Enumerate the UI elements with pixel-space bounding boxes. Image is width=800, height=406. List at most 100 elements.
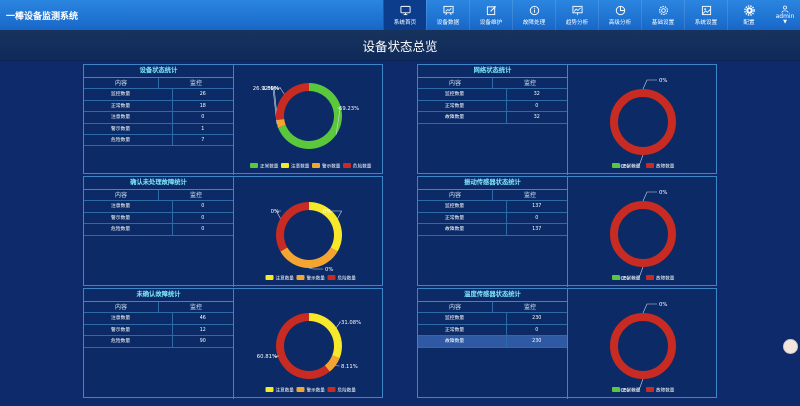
donut-slice[interactable] (276, 119, 286, 128)
legend-swatch[interactable] (646, 275, 654, 280)
nav-item-home[interactable]: 系统首页 (383, 0, 426, 30)
user-icon (781, 5, 789, 13)
col-header-monitor: 监控 (189, 304, 202, 311)
panel-title: 未确认故障统计 (84, 289, 233, 302)
table-row-highlighted: 故障数量 230 (418, 336, 567, 348)
chart-board-icon (442, 5, 454, 15)
legend-label[interactable]: 危险数量 (338, 274, 357, 281)
legend-label[interactable]: 故障数量 (656, 274, 675, 281)
row-value: 32 (533, 115, 540, 121)
nav-item-maintenance[interactable]: 设备维护 (469, 0, 512, 30)
slice-label: 100% (614, 276, 629, 282)
nav-item-trend[interactable]: 趋势分析 (555, 0, 598, 30)
legend-label[interactable]: 注意数量 (276, 274, 295, 281)
row-value: 18 (199, 103, 206, 109)
donut-slice[interactable] (610, 313, 676, 379)
table-row: 危险数量 0 (84, 224, 233, 236)
legend-label[interactable]: 正常数量 (260, 162, 279, 169)
row-label: 监控数量 (418, 201, 507, 212)
legend-label[interactable]: 正常数量 (622, 274, 641, 281)
table-row: 警示数量 12 (84, 324, 233, 337)
donut-chart: 0% 100% 正常数量 故障数量 (568, 289, 718, 399)
label-leader-line (642, 303, 657, 314)
legend-swatch[interactable] (612, 163, 620, 168)
legend-label[interactable]: 注意数量 (276, 386, 295, 393)
nav-item-config[interactable]: 配置 (727, 0, 770, 30)
row-label: 监控数量 (84, 89, 173, 100)
row-value: 137 (532, 227, 542, 233)
chat-avatar-button[interactable] (783, 339, 798, 354)
legend-swatch[interactable] (265, 387, 274, 392)
col-header-content: 内容 (418, 78, 493, 89)
legend-label[interactable]: 正常数量 (622, 386, 641, 393)
donut-chart: 69.23% 0% 3.85% 26.92% 正常数量 注意数量 警示数量 危险数量 (234, 65, 384, 175)
table-header: 内容 监控 (84, 190, 233, 202)
donut-slice[interactable] (276, 313, 330, 379)
col-header-monitor: 监控 (523, 304, 536, 311)
donut-chart: 0% 100% 正常数量 故障数量 (568, 177, 718, 287)
col-header-content: 内容 (84, 78, 159, 89)
stats-table: 确认未处理故障统计 内容 监控 注意数量 0 警示数量 0 危险数量 0 (84, 177, 234, 287)
user-menu[interactable]: admin ▼ (770, 0, 800, 30)
legend-swatch[interactable] (646, 163, 654, 168)
photo-icon (701, 5, 711, 15)
legend-label[interactable]: 危险数量 (338, 386, 357, 393)
donut-slice[interactable] (610, 89, 676, 155)
table-row: 危险数量 7 (84, 134, 233, 147)
slice-label: 0% (323, 209, 331, 215)
row-value: 0 (201, 227, 205, 233)
nav-item-device-data[interactable]: 设备数据 (426, 0, 469, 30)
donut-slice[interactable] (324, 355, 340, 372)
panel-device-status: 设备状态统计 内容 监控 监控数量 26 正常数量 18 注意数量 0 警示数量 1 危险… (83, 64, 384, 175)
donut-slice[interactable] (280, 247, 338, 269)
nav-item-system-settings[interactable]: 系统设置 (684, 0, 727, 30)
table-row: 监控数量 26 (84, 89, 233, 101)
nav-item-basic-settings[interactable]: 基础设置 (641, 0, 684, 30)
legend-swatch[interactable] (612, 387, 620, 392)
table-row: 注意数量 46 (84, 313, 233, 325)
legend-label[interactable]: 故障数量 (656, 386, 675, 393)
legend-label[interactable]: 正常数量 (622, 162, 641, 169)
legend-swatch[interactable] (612, 275, 620, 280)
label-leader-line (631, 154, 644, 167)
legend-swatch[interactable] (312, 163, 320, 168)
legend-label[interactable]: 警示数量 (307, 274, 326, 281)
nav-label: 系统首页 (393, 19, 417, 26)
donut-slice[interactable] (610, 201, 676, 267)
legend-label[interactable]: 危险数量 (353, 162, 372, 169)
donut-slice[interactable] (309, 313, 342, 359)
legend-label[interactable]: 警示数量 (307, 386, 326, 393)
row-label: 故障数量 (418, 336, 507, 347)
donut-slice[interactable] (276, 83, 309, 120)
donut-slice[interactable] (309, 202, 342, 252)
legend-swatch[interactable] (343, 163, 351, 168)
label-leader-line (273, 355, 279, 358)
legend-swatch[interactable] (327, 275, 336, 280)
legend-label[interactable]: 注意数量 (291, 162, 310, 169)
table-row: 正常数量 0 (418, 212, 567, 225)
label-leader-line (642, 79, 657, 90)
col-header-monitor: 监控 (189, 80, 202, 87)
legend-swatch[interactable] (281, 163, 289, 168)
legend-label[interactable]: 故障数量 (656, 162, 675, 169)
col-header-content: 内容 (84, 190, 159, 201)
col-header-content: 内容 (418, 302, 493, 313)
row-label: 监控数量 (418, 313, 507, 324)
legend-swatch[interactable] (265, 275, 274, 280)
legend-swatch[interactable] (296, 275, 305, 280)
nav-item-fault[interactable]: 故障处理 (512, 0, 555, 30)
nav-item-advanced[interactable]: 高级分析 (598, 0, 641, 30)
donut-slice[interactable] (276, 202, 309, 252)
cog-solid-icon (743, 4, 755, 16)
legend-swatch[interactable] (296, 387, 305, 392)
legend-swatch[interactable] (250, 163, 258, 168)
table-row: 警示数量 1 (84, 123, 233, 135)
panel-unconfirmed-fault: 未确认故障统计 内容 监控 注意数量 46 警示数量 12 危险数量 90 31.08%… (83, 288, 383, 399)
monitor-icon (399, 5, 411, 15)
label-leader-line (335, 107, 341, 135)
legend-swatch[interactable] (327, 387, 336, 392)
legend-label[interactable]: 警示数量 (322, 162, 341, 169)
edit-icon (486, 5, 496, 15)
legend-swatch[interactable] (646, 387, 654, 392)
table-row: 正常数量 0 (418, 100, 567, 113)
